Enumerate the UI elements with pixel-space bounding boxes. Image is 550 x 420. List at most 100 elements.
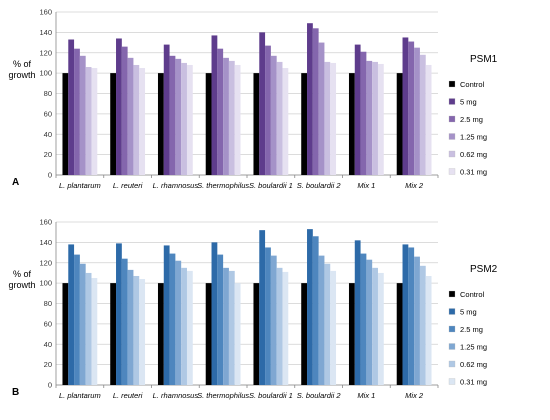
bar [324,61,331,176]
x-tick-label: S. thermophilus [197,181,249,190]
bar [157,283,164,385]
bar [354,240,361,385]
y-axis-label: growth [8,280,35,290]
bar [259,230,266,385]
legend-swatch [448,308,456,315]
legend-label: 0.31 mg [460,378,487,387]
bar [68,39,75,175]
x-tick-label: L. rhamnosus [153,391,199,400]
bar [408,41,415,176]
bar [223,57,229,175]
panel-label: A [12,177,19,188]
bar [253,73,260,175]
legend-label: 5 mg [460,308,477,317]
x-tick-label: L. plantarum [59,181,101,190]
legend-swatch [448,80,456,88]
x-tick-label: L. reuteri [113,181,143,190]
bar [79,263,86,385]
legend-swatch [448,290,456,298]
y-axis-label: growth [8,70,35,80]
legend-label: Control [460,290,485,299]
bar [186,270,193,385]
bar [330,270,337,385]
bar [348,283,355,385]
bar [360,51,367,176]
bar [414,256,420,385]
bar [169,253,176,385]
legend-label: 5 mg [460,98,477,107]
panel-label: B [12,387,19,398]
bar [312,236,319,385]
bar [163,245,170,385]
x-tick-label: S. boulardii 1 [249,391,293,400]
y-tick-label: 100 [39,279,52,288]
bar [270,55,277,175]
bar [276,267,283,385]
bar [366,60,373,175]
bar [318,42,325,175]
bar [139,68,146,175]
bar [205,73,212,175]
legend-swatch [448,115,456,123]
y-tick-label: 0 [48,381,52,390]
bar [372,267,378,385]
y-tick-label: 0 [48,171,52,180]
bar [324,263,331,385]
bar [121,46,128,176]
x-tick-label: S. boulardii 2 [297,391,342,400]
x-tick-label: S. boulardii 1 [249,181,293,190]
bar [91,68,98,175]
bar [354,44,361,175]
bar [127,269,134,385]
y-axis-label: % of [13,269,32,279]
bar [186,64,193,175]
bar [91,278,98,385]
legend-swatch [448,168,456,175]
bar [181,267,187,385]
bar [318,255,325,385]
legend-label: 1.25 mg [460,133,487,142]
legend-swatch [448,150,456,158]
x-tick-label: S. boulardii 2 [297,181,342,190]
bar [259,32,266,175]
bar [402,244,409,385]
y-tick-label: 100 [39,69,52,78]
legend-swatch [448,325,456,333]
legend-label: Control [460,80,485,89]
bar [68,244,75,385]
bar [366,259,373,385]
bar [307,23,313,175]
bar [301,283,308,385]
bar [419,54,426,175]
bar [157,73,164,175]
bar [62,283,69,385]
bar [163,44,170,175]
y-tick-label: 20 [44,360,52,369]
x-tick-label: Mix 1 [357,391,375,400]
y-tick-label: 140 [39,238,52,247]
bar [301,73,308,175]
y-tick-label: 60 [44,319,52,328]
bar [419,265,426,385]
legend-label: 0.62 mg [460,150,487,159]
y-tick-label: 120 [39,48,52,57]
chart-a: 0 20 40 60 80 100 120 140 160 L. plantarum L. reut… [8,8,498,191]
bar [270,255,277,385]
bar [425,275,432,385]
bar [396,73,403,175]
legend-swatch [448,360,456,368]
y-tick-label: 40 [44,340,52,349]
legend-label: 0.62 mg [460,360,487,369]
bar [276,61,283,176]
bar [175,260,182,385]
bar [175,58,182,175]
legend-label: 2.5 mg [460,115,483,124]
bar [228,270,235,385]
bar [408,247,415,385]
chart-title: PSM1 [470,54,498,65]
bar [265,45,271,176]
chart-panel-b: 0 20 40 60 80 100 120 140 160 L. plantarum L. reut… [0,210,550,420]
x-tick-label: L. rhamnosus [153,181,199,190]
bar [396,283,403,385]
x-tick-label: S. thermophilus [197,391,249,400]
